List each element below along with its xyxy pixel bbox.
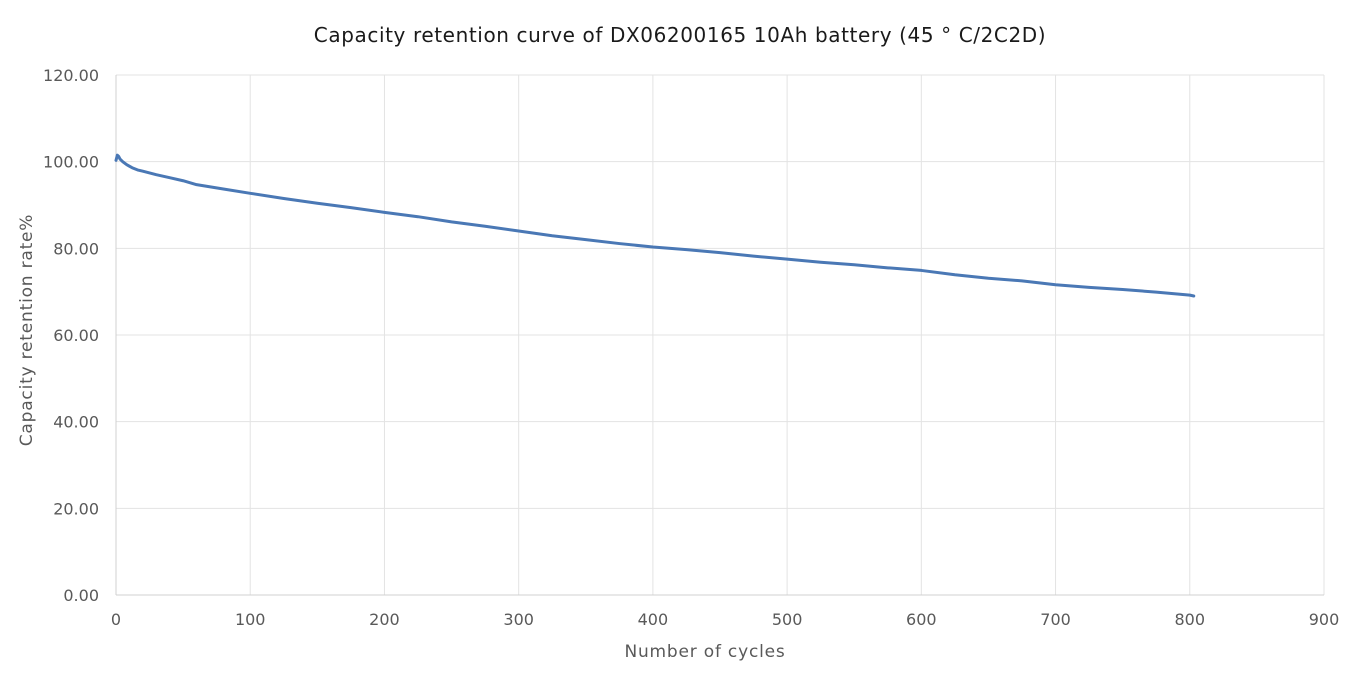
x-tick-label: 700 — [1040, 610, 1071, 629]
x-tick-label: 500 — [772, 610, 803, 629]
x-tick-label: 300 — [503, 610, 534, 629]
y-tick-labels: 0.00 20.00 40.00 60.00 80.00 100.00 120.00 — [43, 66, 99, 605]
y-tick-label: 0.00 — [63, 586, 99, 605]
x-tick-label: 800 — [1175, 610, 1206, 629]
x-tick-label: 400 — [638, 610, 669, 629]
y-tick-label: 20.00 — [53, 499, 99, 518]
x-tick-label: 0 — [111, 610, 121, 629]
y-tick-label: 100.00 — [43, 153, 99, 172]
data-series — [114, 153, 1196, 298]
grid-lines — [116, 74, 1325, 595]
y-tick-label: 80.00 — [53, 239, 99, 258]
x-tick-label: 600 — [906, 610, 937, 629]
y-tick-label: 40.00 — [53, 413, 99, 432]
x-tick-label: 200 — [369, 610, 400, 629]
x-tick-labels: 0 100 200 300 400 500 600 700 800 900 — [111, 610, 1339, 629]
y-tick-label: 60.00 — [53, 326, 99, 345]
chart-title: Capacity retention curve of DX06200165 1… — [314, 23, 1046, 47]
series-line-0 — [114, 153, 1196, 298]
y-axis-title: Capacity retention rate% — [17, 214, 37, 447]
x-axis-title: Number of cycles — [624, 642, 785, 662]
y-tick-label: 120.00 — [43, 66, 99, 85]
x-tick-label: 100 — [235, 610, 266, 629]
x-tick-label: 900 — [1309, 610, 1340, 629]
